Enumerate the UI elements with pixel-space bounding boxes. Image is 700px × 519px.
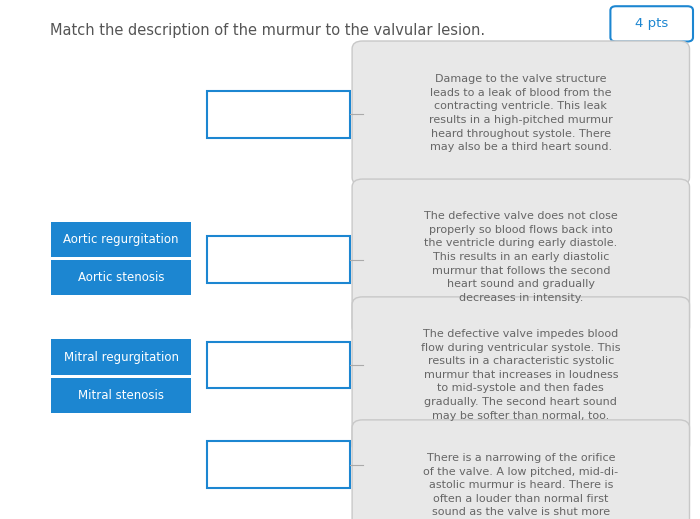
FancyBboxPatch shape: [352, 41, 690, 185]
Text: Mitral stenosis: Mitral stenosis: [78, 389, 164, 402]
FancyBboxPatch shape: [51, 339, 191, 375]
FancyBboxPatch shape: [206, 91, 350, 138]
FancyBboxPatch shape: [352, 420, 690, 519]
Text: Aortic regurgitation: Aortic regurgitation: [63, 233, 179, 247]
Text: 4 pts: 4 pts: [635, 17, 668, 31]
Text: The defective valve does not close
properly so blood flows back into
the ventric: The defective valve does not close prope…: [424, 211, 617, 303]
FancyBboxPatch shape: [206, 342, 350, 388]
FancyBboxPatch shape: [610, 6, 693, 42]
Text: There is a narrowing of the orifice
of the valve. A low pitched, mid-di-
astolic: There is a narrowing of the orifice of t…: [424, 453, 618, 519]
Text: Mitral regurgitation: Mitral regurgitation: [64, 350, 178, 364]
FancyBboxPatch shape: [352, 179, 690, 335]
Text: Match the description of the murmur to the valvular lesion.: Match the description of the murmur to t…: [50, 23, 486, 38]
FancyBboxPatch shape: [51, 260, 191, 295]
FancyBboxPatch shape: [51, 222, 191, 257]
FancyBboxPatch shape: [206, 441, 350, 488]
FancyBboxPatch shape: [51, 378, 191, 413]
Text: Damage to the valve structure
leads to a leak of blood from the
contracting vent: Damage to the valve structure leads to a…: [429, 74, 612, 152]
FancyBboxPatch shape: [206, 236, 350, 283]
FancyBboxPatch shape: [352, 297, 690, 453]
Text: The defective valve impedes blood
flow during ventricular systole. This
results : The defective valve impedes blood flow d…: [421, 329, 620, 420]
Text: Aortic stenosis: Aortic stenosis: [78, 271, 164, 284]
